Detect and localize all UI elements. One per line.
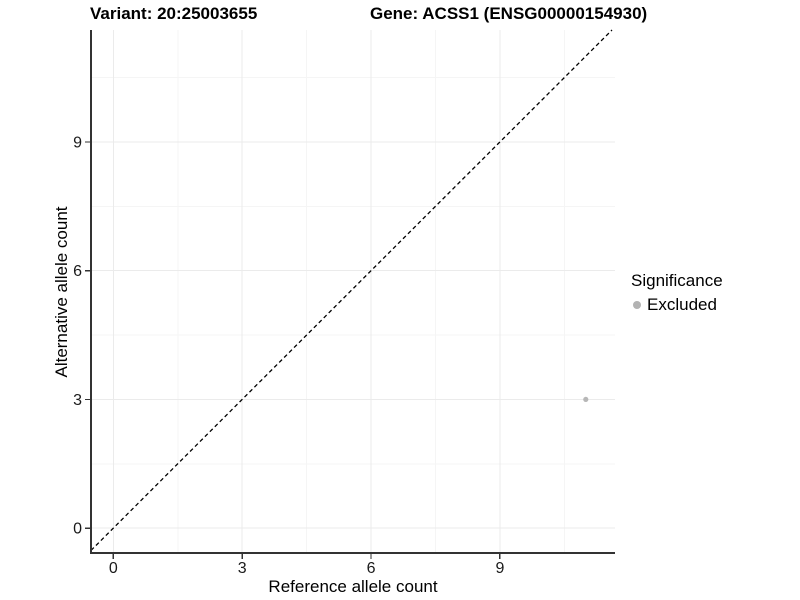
plot-title-gene: Gene: ACSS1 (ENSG00000154930)	[370, 4, 648, 23]
legend: Significance Excluded	[631, 271, 723, 315]
y-tick-label: 3	[73, 392, 82, 409]
y-tick-label: 6	[73, 263, 82, 280]
x-tick-label: 6	[367, 560, 376, 577]
identity-line	[90, 29, 613, 551]
legend-item-label: Excluded	[647, 295, 717, 314]
y-tick-label: 0	[73, 521, 82, 538]
legend-title: Significance	[631, 271, 723, 290]
data-point	[583, 396, 589, 403]
x-tick-label: 9	[495, 560, 504, 577]
x-tick-label: 3	[238, 560, 247, 577]
plot-title-variant: Variant: 20:25003655	[90, 4, 258, 23]
y-axis-title: Alternative allele count	[52, 206, 71, 378]
y-tick-label: 9	[73, 134, 82, 151]
legend-key-dot-icon	[633, 301, 641, 309]
x-tick-label: 0	[109, 560, 118, 577]
x-axis-title: Reference allele count	[268, 577, 438, 596]
legend-item-excluded: Excluded	[633, 295, 723, 315]
